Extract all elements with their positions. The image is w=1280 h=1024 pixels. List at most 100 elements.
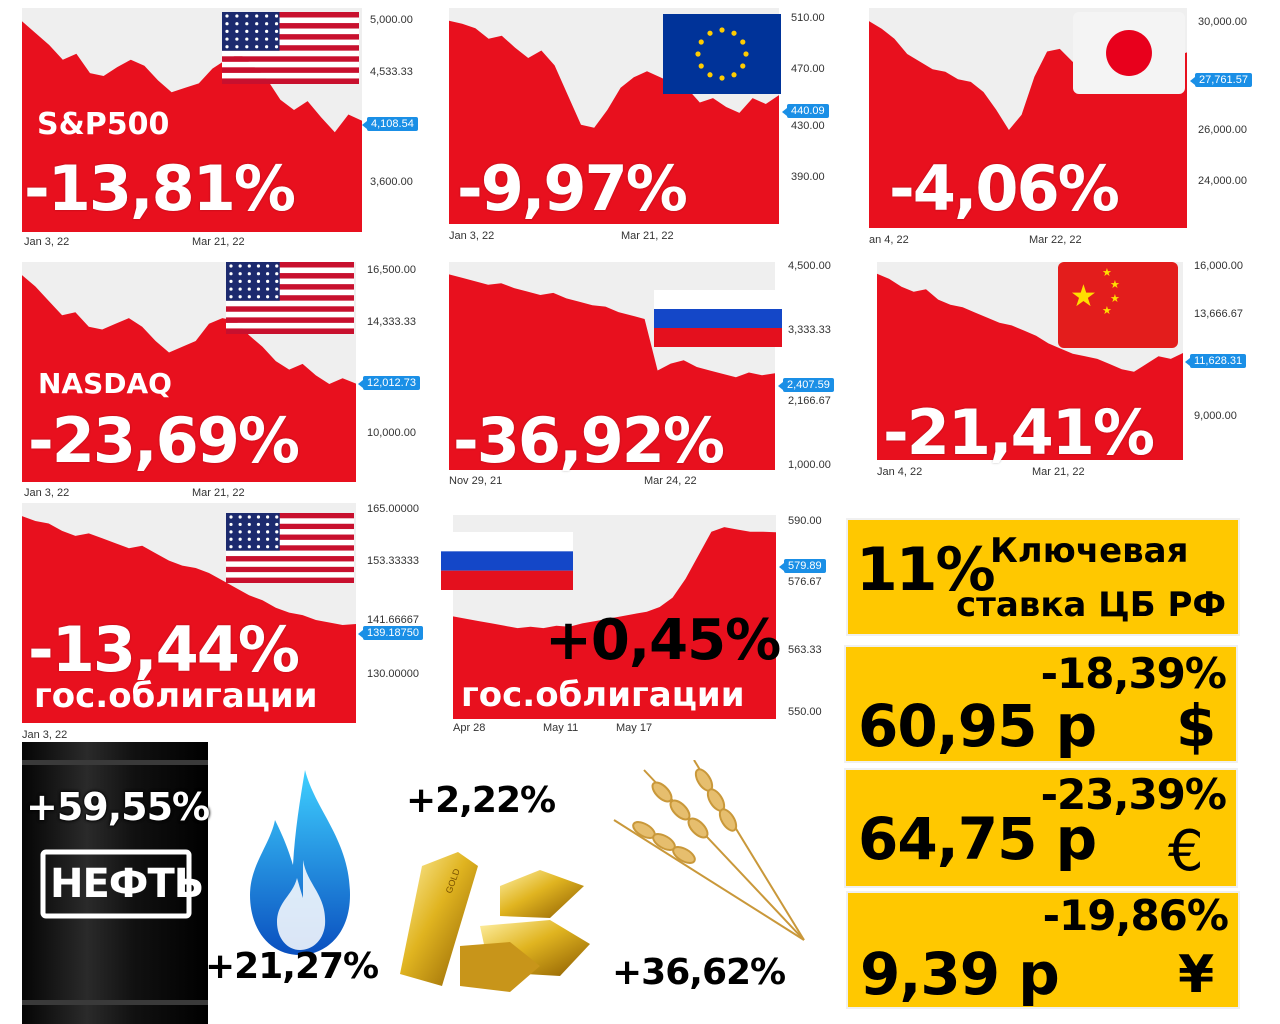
x-tick: Jan 3, 22 <box>449 230 495 242</box>
key-rate-box: 11% Ключевая ставка ЦБ РФ <box>846 518 1240 636</box>
y-tick: 10,000.00 <box>367 427 416 439</box>
x-tick: Jan 3, 22 <box>24 236 70 248</box>
y-tick: 16,500.00 <box>367 264 416 276</box>
x-tick: May 17 <box>616 722 653 734</box>
usa-flag-icon <box>222 12 359 84</box>
change-percent: -9,97% <box>457 152 688 225</box>
x-tick: Mar 21, 22 <box>192 236 245 248</box>
y-tick: 9,000.00 <box>1194 410 1237 422</box>
china-flag-icon: ★ ★ ★ ★ ★ <box>1058 262 1178 348</box>
y-tick: 510.00 <box>791 12 825 24</box>
wheat-icon <box>613 760 805 941</box>
last-value-badge: 579.89 <box>779 559 826 573</box>
wheat-section: +36,62% <box>600 760 820 1010</box>
series-area <box>869 21 1187 228</box>
y-tick: 5,000.00 <box>370 14 413 26</box>
currency-rate: 9,39 р <box>860 940 1060 1008</box>
svg-text:★: ★ <box>1070 279 1097 314</box>
y-tick: 576.67 <box>788 576 822 588</box>
y-tick: 430.00 <box>791 120 825 132</box>
x-tick: Mar 21, 22 <box>621 230 674 242</box>
x-tick: Jan 3, 22 <box>22 729 68 741</box>
x-tick: Jan 3, 22 <box>24 487 70 499</box>
last-value-badge: 2,407.59 <box>778 378 834 392</box>
y-tick: 470.00 <box>791 63 825 75</box>
x-tick: Apr 28 <box>453 722 486 734</box>
euro-icon: € <box>1168 819 1204 884</box>
japan-flag-icon <box>1073 12 1185 94</box>
index-name: NASDAQ <box>38 367 172 400</box>
y-tick: 550.00 <box>788 706 822 718</box>
panel-ru-bonds: 590.00 579.89 576.67 563.33 550.00 Apr 2… <box>441 515 848 740</box>
y-tick: 4,500.00 <box>788 260 831 272</box>
panel-us-bonds: 165.00000 153.33333 141.66667 139.18750 … <box>22 503 442 743</box>
change-percent: -21,41% <box>883 396 1155 469</box>
currency-box-cny: -19,86% 9,39 р ¥ <box>846 891 1240 1009</box>
series-area <box>22 275 356 482</box>
series-area <box>22 516 356 723</box>
index-name: S&P500 <box>37 107 170 142</box>
panel-nikkei: 30,000.00 27,761.57 26,000.00 24,000.00 … <box>869 8 1279 253</box>
commodity-change: +21,27% <box>205 946 379 987</box>
x-tick: May 11 <box>543 722 579 734</box>
currency-change: -18,39% <box>1040 649 1227 698</box>
y-tick: 30,000.00 <box>1198 16 1247 28</box>
change-percent: -23,69% <box>28 404 300 477</box>
y-tick: 3,333.33 <box>788 324 831 336</box>
bond-label: гос.облигации <box>34 676 318 716</box>
change-percent: -13,81% <box>24 152 296 225</box>
change-percent: -36,92% <box>453 404 725 477</box>
oil-section: +59,55% НЕФТЬ <box>0 742 230 1024</box>
y-tick: 141.66667 <box>367 614 419 626</box>
y-tick: 130.00000 <box>367 668 419 680</box>
last-value-badge: 11,628.31 <box>1184 354 1247 368</box>
currency-box-eur: -23,39% 64,75 р € <box>844 768 1238 888</box>
currency-box-usd: -18,39% 60,95 р $ <box>844 645 1238 763</box>
y-tick: 24,000.00 <box>1198 175 1247 187</box>
currency-change: -19,86% <box>1042 891 1229 940</box>
yuan-icon: ¥ <box>1178 945 1215 1005</box>
change-percent: -4,06% <box>889 152 1120 225</box>
series-area <box>449 20 779 224</box>
x-tick: Mar 21, 22 <box>192 487 245 499</box>
eu-flag-icon <box>663 14 781 94</box>
panel-china: ★ ★ ★ ★ ★ 16,000.00 13,666.67 11,628.31 9,00… <box>877 260 1277 502</box>
last-value-badge: 440.09 <box>782 104 829 118</box>
change-percent: +0,45% <box>545 608 781 673</box>
y-tick: 16,000.00 <box>1194 260 1243 272</box>
last-value-badge: 4,108.54 <box>362 117 418 131</box>
commodity-change: +2,22% <box>406 780 556 821</box>
y-tick: 2,166.67 <box>788 395 831 407</box>
series-area <box>453 527 776 719</box>
y-tick: 4,533.33 <box>370 66 413 78</box>
key-rate-value: 11% <box>856 535 996 605</box>
y-tick: 13,666.67 <box>1194 308 1243 320</box>
y-tick: 590.00 <box>788 515 822 527</box>
oil-barrel-icon <box>22 742 208 1024</box>
last-value-badge: 12,012.73 <box>358 376 420 390</box>
usa-flag-icon <box>226 513 354 583</box>
y-tick: 1,000.00 <box>788 459 831 471</box>
commodity-change: +36,62% <box>612 952 786 993</box>
panel-moex: 4,500.00 3,333.33 2,407.59 2,166.67 1,00… <box>449 260 859 502</box>
gas-flame-icon <box>250 770 350 955</box>
x-tick: Mar 24, 22 <box>644 475 697 487</box>
dollar-icon: $ <box>1176 692 1217 760</box>
last-value-badge: 139.18750 <box>358 626 423 640</box>
x-tick: Jan 4, 22 <box>877 466 923 478</box>
commodity-change: +59,55% <box>26 785 210 829</box>
x-tick: Mar 21, 22 <box>1032 466 1085 478</box>
gold-section: +2,22% GOLD <box>398 780 603 1010</box>
currency-change: -23,39% <box>1040 770 1227 819</box>
bond-label: гос.облигации <box>461 675 745 715</box>
series-area <box>877 273 1183 460</box>
usa-flag-icon <box>226 262 354 334</box>
svg-text:★: ★ <box>1110 278 1120 291</box>
russia-flag-icon <box>441 532 573 590</box>
y-tick: 14,333.33 <box>367 316 416 328</box>
y-tick: 153.33333 <box>367 555 419 567</box>
key-rate-label-2: ставка ЦБ РФ <box>956 585 1227 625</box>
panel-euro: 510.00 470.00 430.00 390.00 440.09 Jan 3… <box>449 8 859 253</box>
y-tick: 3,600.00 <box>370 176 413 188</box>
x-tick: Mar 22, 22 <box>1029 234 1082 246</box>
